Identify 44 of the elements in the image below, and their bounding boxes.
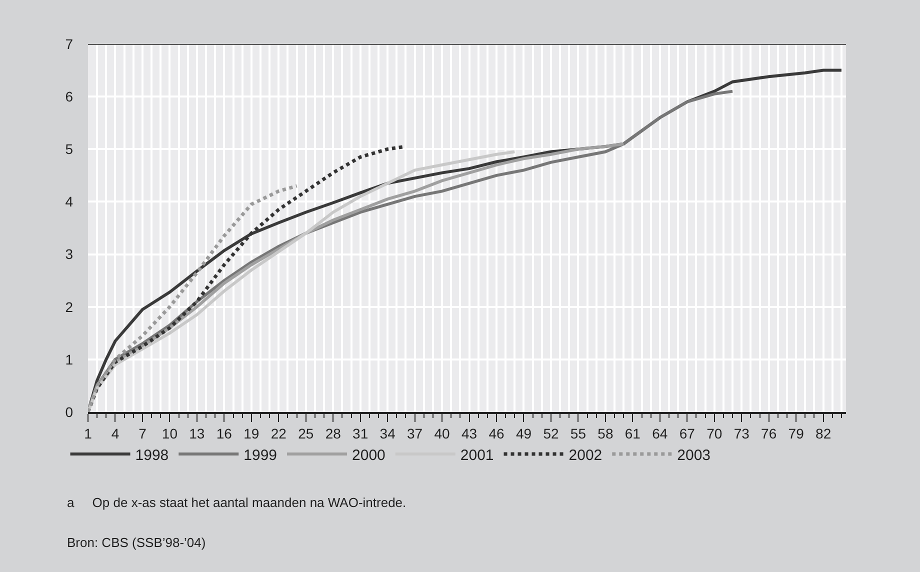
x-tick-label: 40 [434, 426, 450, 442]
x-tick-label: 82 [816, 426, 832, 442]
x-tick-label: 64 [652, 426, 668, 442]
y-tick-label: 3 [65, 246, 74, 262]
x-tick-label: 76 [761, 426, 777, 442]
x-tick-label: 4 [111, 426, 120, 442]
x-tick-label: 43 [461, 426, 478, 442]
legend-label: 2002 [568, 446, 602, 464]
legend-label: 1999 [244, 446, 278, 464]
text: Bron: CBS (SSB’98-’04) [67, 535, 206, 550]
y-tick-label: 1 [65, 351, 74, 368]
y-tick-label: 2 [65, 298, 74, 315]
text: a Op de x-as staat het aantal maanden na WAO-intrede. [67, 495, 406, 510]
y-tick-label: 6 [65, 88, 74, 104]
x-tick-label: 37 [407, 426, 423, 442]
x-tick-label: 61 [624, 426, 641, 442]
x-tick-label: 34 [380, 426, 396, 442]
y-tick-label: 7 [65, 36, 74, 52]
x-tick-label: 46 [488, 426, 504, 442]
x-tick-label: 58 [598, 426, 614, 442]
y-tick-label: 4 [65, 194, 74, 210]
x-tick-label: 13 [189, 426, 205, 442]
legend-label: 2000 [352, 446, 386, 464]
x-tick-label: 55 [570, 426, 586, 442]
legend-label: 2001 [460, 446, 494, 464]
x-tick-label: 49 [516, 426, 532, 442]
x-tick-label: 70 [706, 426, 722, 442]
x-tick-label: 10 [162, 426, 178, 442]
x-tick-label: 31 [352, 426, 368, 442]
x-tick-label: 7 [138, 426, 147, 442]
legend-label: 1998 [135, 446, 169, 464]
x-tick-label: 22 [270, 426, 287, 442]
x-tick-label: 1 [84, 426, 92, 442]
x-tick-label: 73 [734, 426, 750, 442]
y-tick-label: 0 [65, 404, 74, 420]
x-tick-label: 25 [298, 426, 314, 442]
y-tick-label: 5 [65, 141, 74, 158]
x-tick-label: 79 [788, 426, 804, 442]
x-tick-label: 28 [325, 426, 342, 442]
x-tick-label: 52 [543, 426, 559, 442]
x-tick-label: 19 [244, 426, 260, 442]
legend-label: 2003 [677, 446, 711, 464]
x-tick-label: 67 [679, 426, 696, 442]
x-tick-label: 16 [216, 426, 232, 442]
